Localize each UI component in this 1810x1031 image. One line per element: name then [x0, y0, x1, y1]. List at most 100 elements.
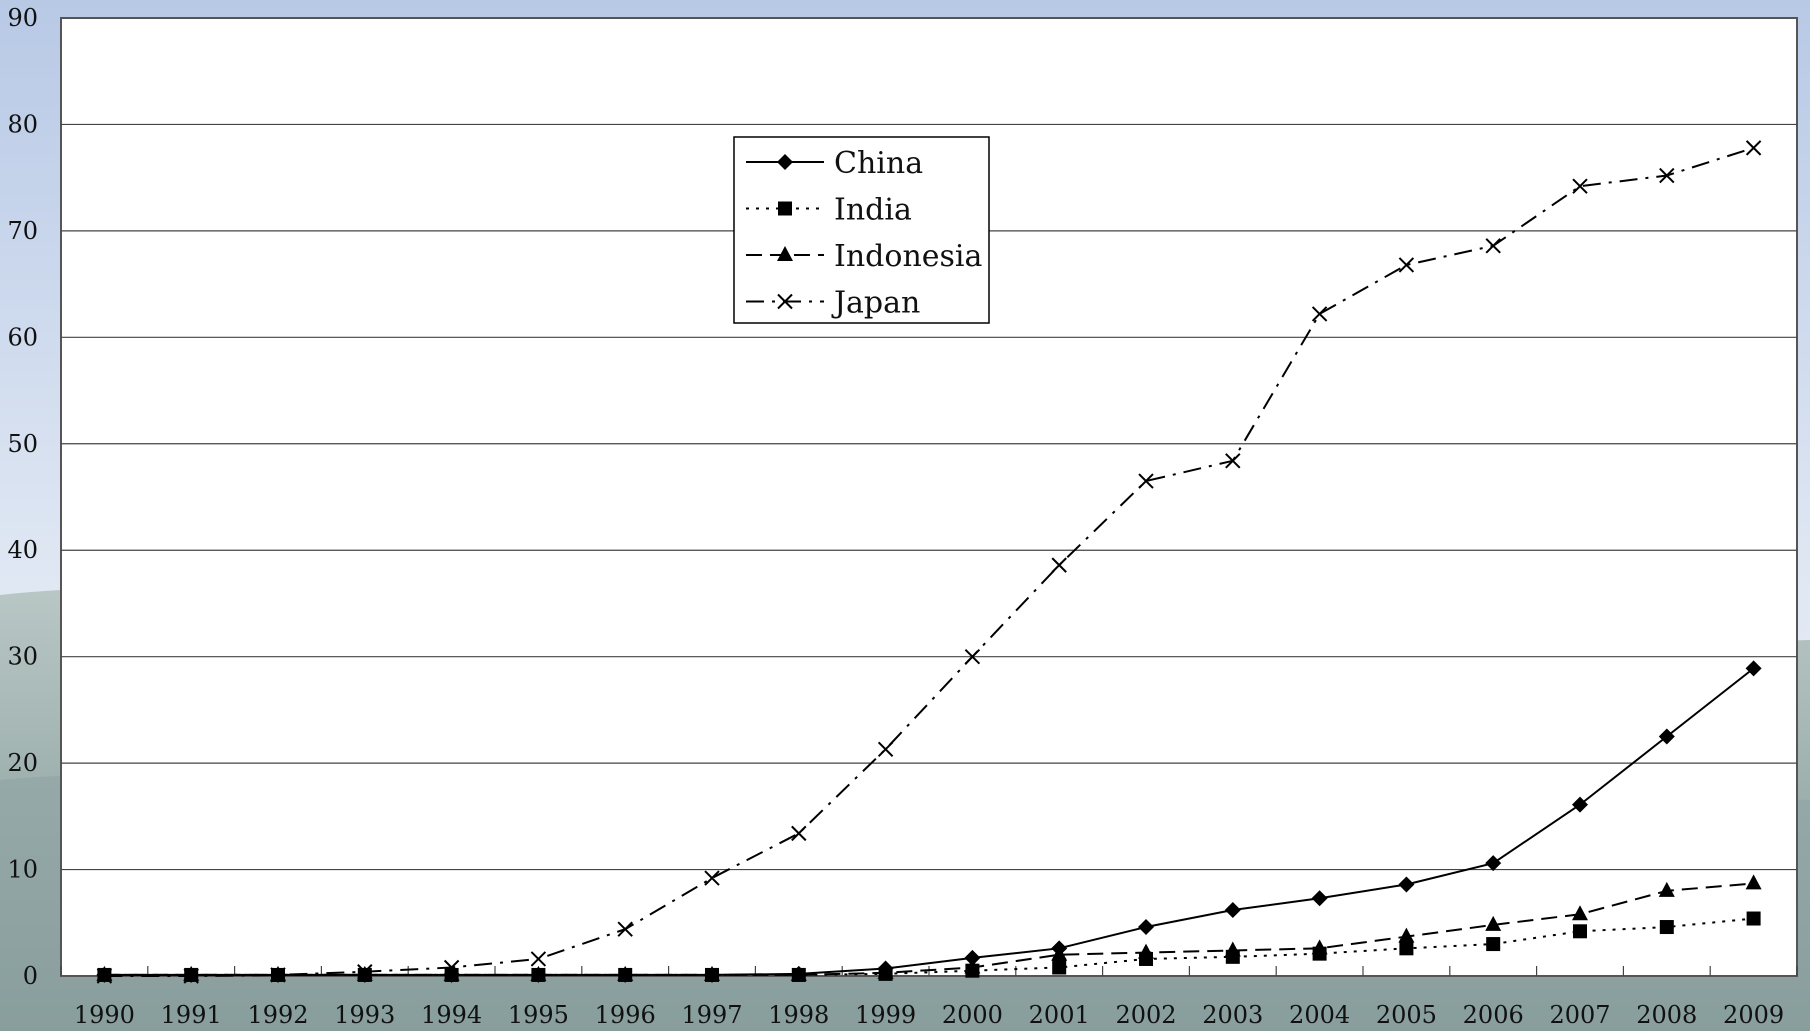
data-point-japan — [964, 648, 981, 665]
data-point-indonesia — [1051, 945, 1068, 961]
legend-box — [733, 136, 990, 324]
x-tick-label: 1993 — [334, 1001, 395, 1029]
gridlines — [61, 123, 1797, 871]
x-tick-label: 2004 — [1289, 1001, 1350, 1029]
x-tick-label: 1997 — [681, 1001, 742, 1029]
y-axis: 0 10 20 30 40 50 60 70 80 90 — [7, 4, 38, 990]
series-japan — [96, 140, 1762, 984]
x-tick-label: 2001 — [1029, 1001, 1090, 1029]
series-group — [96, 140, 1762, 984]
data-point-india — [1399, 941, 1414, 956]
data-point-india — [1573, 924, 1587, 939]
data-point-china — [1745, 660, 1762, 677]
x-tick-label: 1995 — [508, 1001, 569, 1029]
x-tick-label: 2009 — [1723, 1001, 1784, 1029]
data-point-china — [1398, 876, 1415, 893]
data-point-indonesia — [1572, 905, 1588, 921]
data-point-indonesia — [704, 965, 720, 981]
series-line-japan — [104, 146, 1754, 977]
y-tick-label: 30 — [7, 643, 38, 671]
data-point-indonesia — [1224, 941, 1241, 957]
data-point-indonesia — [1658, 881, 1675, 897]
data-point-china — [964, 949, 981, 966]
data-point-japan — [530, 951, 547, 967]
x-tick-label: 2000 — [942, 1001, 1003, 1029]
data-point-indonesia — [1398, 927, 1415, 943]
series-indonesia — [96, 874, 1762, 981]
x-tick-label: 1998 — [768, 1001, 829, 1029]
y-tick-label: 0 — [23, 962, 38, 990]
data-point-indonesia — [1485, 915, 1502, 931]
legend-label-china: China — [834, 146, 923, 181]
y-tick-label: 10 — [7, 856, 38, 884]
y-tick-label: 90 — [7, 4, 38, 32]
y-tick-label: 40 — [7, 536, 38, 564]
legend-item-china: China — [746, 146, 923, 181]
x-tick-label: 2008 — [1636, 1001, 1697, 1029]
data-point-china — [1311, 890, 1328, 907]
legend-marker-japan — [777, 293, 793, 310]
data-point-japan — [183, 968, 199, 984]
data-point-india — [1486, 937, 1501, 952]
data-point-indonesia — [964, 958, 981, 974]
x-axis: 1990 1991 1992 1993 1994 1995 1996 1997 1998 1999… — [60, 966, 1798, 1029]
data-point-indonesia — [270, 965, 286, 981]
x-tick-label: 1991 — [161, 1001, 222, 1029]
data-point-japan — [877, 741, 894, 757]
data-point-japan — [1138, 473, 1154, 489]
legend-label-indonesia: Indonesia — [834, 239, 983, 274]
data-point-japan — [443, 959, 460, 976]
data-point-indonesia — [1311, 939, 1328, 955]
x-tick-label: 1996 — [595, 1001, 656, 1029]
data-point-japan — [1659, 167, 1675, 184]
data-point-japan — [704, 870, 720, 886]
legend: China India Indonesia Japan — [733, 136, 990, 324]
data-point-japan — [1051, 557, 1067, 573]
y-tick-label: 20 — [7, 749, 38, 777]
data-point-india — [1052, 960, 1067, 975]
data-point-india — [1746, 911, 1761, 926]
data-point-japan — [96, 968, 113, 984]
legend-label-india: India — [834, 193, 912, 228]
data-point-japan — [1225, 453, 1241, 469]
data-point-china — [1572, 796, 1588, 813]
legend-item-indonesia: Indonesia — [746, 239, 983, 274]
legend-label-japan: Japan — [831, 286, 920, 321]
data-point-indonesia — [356, 965, 373, 981]
data-point-indonesia — [443, 965, 460, 981]
legend-marker-india — [778, 201, 792, 216]
data-point-indonesia — [617, 965, 634, 981]
y-tick-label: 50 — [7, 430, 38, 458]
data-point-indonesia — [96, 965, 113, 981]
y-tick-label: 80 — [7, 110, 38, 138]
data-point-indonesia — [877, 963, 894, 979]
x-tick-label: 2003 — [1202, 1001, 1263, 1029]
data-point-japan — [1485, 238, 1501, 254]
series-line-indonesia — [104, 882, 1754, 976]
data-point-india — [1659, 920, 1674, 935]
data-point-japan — [617, 921, 633, 937]
y-tick-label: 60 — [7, 323, 38, 351]
data-point-china — [1658, 728, 1675, 745]
data-point-china — [1485, 855, 1502, 872]
y-tick-label: 70 — [7, 217, 38, 245]
data-point-indonesia — [1138, 943, 1154, 959]
data-point-japan — [791, 825, 807, 842]
data-point-japan — [1398, 257, 1415, 273]
x-tick-label: 2006 — [1463, 1001, 1524, 1029]
legend-item-india: India — [746, 193, 912, 228]
data-point-indonesia — [1745, 874, 1762, 890]
data-point-japan — [357, 964, 373, 980]
x-tick-label: 1990 — [74, 1001, 135, 1029]
x-tick-label: 2005 — [1376, 1001, 1437, 1029]
data-point-japan — [1745, 140, 1762, 156]
data-point-china — [1224, 902, 1241, 919]
data-point-indonesia — [790, 965, 807, 981]
x-tick-label: 2002 — [1115, 1001, 1176, 1029]
x-tick-label: 2007 — [1549, 1001, 1610, 1029]
x-tick-label: 1999 — [855, 1001, 916, 1029]
x-tick-label: 1994 — [421, 1001, 482, 1029]
legend-marker-china — [777, 154, 793, 170]
legend-marker-indonesia — [777, 246, 793, 261]
